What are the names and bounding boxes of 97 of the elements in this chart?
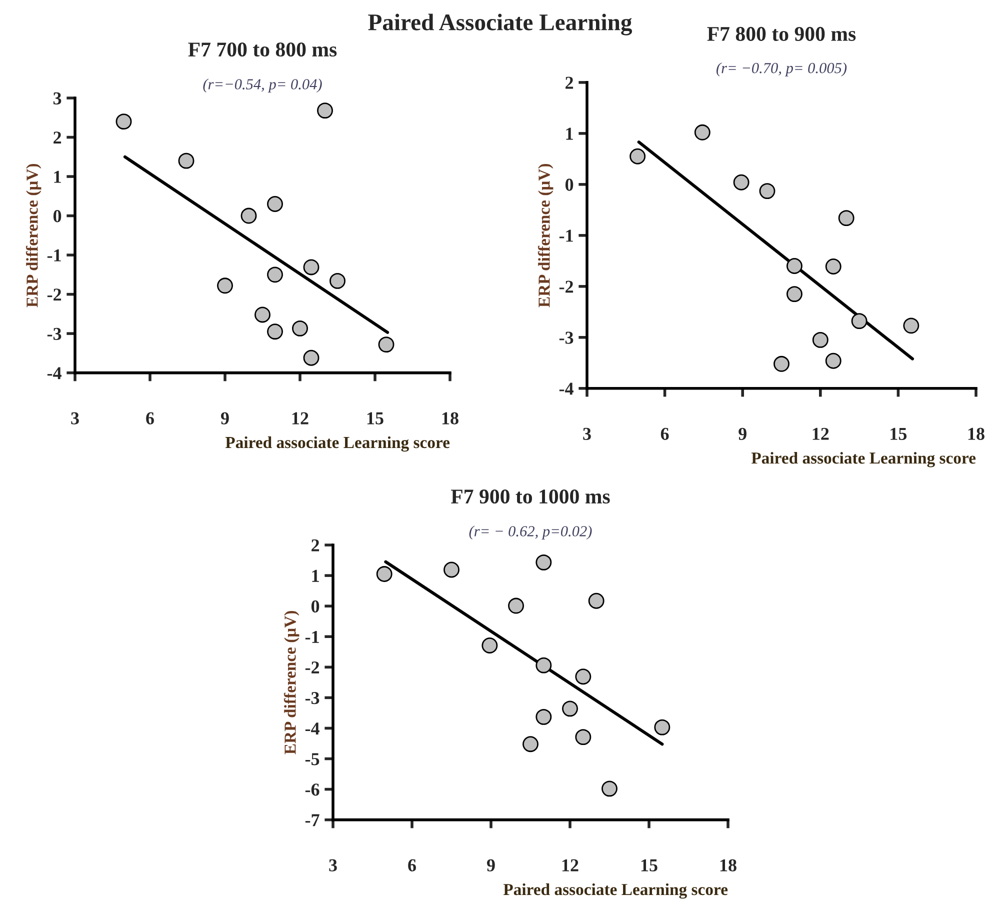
y-tick-label: 1 xyxy=(566,128,573,140)
x-tick-label: 9 xyxy=(738,428,746,440)
y-tick-label: -3 xyxy=(305,692,320,704)
x-tick-label: 18 xyxy=(968,428,984,440)
y-tick-label: 1 xyxy=(312,570,319,582)
point xyxy=(116,114,132,130)
x-tick-label: 9 xyxy=(220,412,229,424)
y-tick-label: -4 xyxy=(559,382,574,395)
chart-title: F7 900 to 1000 ms xyxy=(451,490,610,504)
y-tick-label: 2 xyxy=(566,76,574,89)
y-tick-label: 2 xyxy=(312,539,320,552)
point xyxy=(303,259,320,276)
chart-title: F7 700 to 800 ms xyxy=(188,42,337,57)
y-tick-label: -4 xyxy=(305,722,320,734)
y-axis-title: ERP difference (μV) xyxy=(538,164,554,308)
chart-subtitle: (r= − 0.62, p=0.02) xyxy=(469,526,592,540)
point xyxy=(812,332,828,348)
point xyxy=(482,637,498,654)
x-tick-label: 9 xyxy=(486,859,495,872)
point xyxy=(267,196,283,212)
point xyxy=(851,313,868,330)
point xyxy=(733,174,750,190)
x-tick-label: 15 xyxy=(890,428,907,440)
point xyxy=(330,272,346,289)
point xyxy=(522,736,538,752)
point xyxy=(825,352,842,369)
x-tick-label: 12 xyxy=(292,412,308,424)
y-tick-label: -2 xyxy=(559,280,574,293)
y-tick-label: 3 xyxy=(53,92,62,104)
point xyxy=(759,183,776,200)
chart-subtitle: (r=−0.54, p= 0.04) xyxy=(203,78,322,93)
text: Paired Associate Learning xyxy=(368,14,632,36)
chart-subtitle: (r= −0.70, p= 0.005) xyxy=(716,62,847,76)
point xyxy=(630,148,646,164)
point xyxy=(267,324,283,340)
chart-title: F7 800 to 900 ms xyxy=(707,26,856,41)
x-tick-label: 6 xyxy=(660,428,669,440)
x-tick-label: 3 xyxy=(329,859,337,872)
y-axis-title: ERP difference (μV) xyxy=(284,611,300,754)
y-tick-label: -5 xyxy=(305,753,320,766)
point xyxy=(378,336,394,353)
point xyxy=(562,700,578,717)
point xyxy=(575,668,592,685)
point xyxy=(217,278,233,294)
y-tick-label: 2 xyxy=(54,132,62,144)
y-axis-title: ERP difference (μV) xyxy=(26,164,42,308)
x-tick-label: 12 xyxy=(812,428,829,440)
x-tick-label: 6 xyxy=(408,859,416,872)
point xyxy=(654,719,670,736)
x-tick-label: 12 xyxy=(562,859,578,872)
x-tick-label: 18 xyxy=(720,859,736,872)
y-tick-label: -1 xyxy=(559,230,573,242)
point xyxy=(536,708,552,725)
point xyxy=(536,657,552,674)
point xyxy=(303,350,320,366)
x-axis-title: Paired associate Learning score xyxy=(225,436,450,452)
x-tick-label: 3 xyxy=(71,412,79,424)
point xyxy=(786,258,802,274)
y-tick-label: -7 xyxy=(305,814,320,826)
y-tick-label: -1 xyxy=(305,630,319,643)
point xyxy=(317,102,333,119)
point xyxy=(536,554,552,570)
x-tick-label: 6 xyxy=(146,412,154,424)
point xyxy=(444,562,460,578)
point xyxy=(508,598,524,614)
x-tick-label: 15 xyxy=(367,412,384,424)
point xyxy=(178,152,194,169)
point xyxy=(254,306,270,323)
x-axis-title: Paired associate Learning score xyxy=(503,883,728,899)
y-tick-label: -4 xyxy=(47,367,62,380)
point xyxy=(838,210,854,226)
y-tick-label: -1 xyxy=(47,249,61,262)
point xyxy=(694,124,710,140)
x-tick-label: 18 xyxy=(442,412,458,424)
point xyxy=(376,566,392,582)
y-tick-label: 0 xyxy=(311,600,320,613)
point xyxy=(786,286,802,302)
x-tick-label: 3 xyxy=(583,428,591,440)
x-axis-title: Paired associate Learning score xyxy=(751,452,976,468)
point xyxy=(602,780,618,797)
point xyxy=(588,592,604,609)
y-tick-label: -6 xyxy=(305,784,320,796)
y-tick-label: -3 xyxy=(559,332,574,344)
point xyxy=(774,356,790,372)
x-tick-label: 15 xyxy=(641,859,658,872)
point xyxy=(903,318,920,334)
y-tick-label: -2 xyxy=(47,288,62,301)
point xyxy=(575,729,592,746)
point xyxy=(240,208,257,224)
point xyxy=(825,258,842,274)
y-tick-label: -3 xyxy=(47,328,62,340)
point xyxy=(292,320,308,336)
y-tick-label: 1 xyxy=(54,170,61,183)
y-tick-label: -2 xyxy=(305,661,320,674)
y-tick-label: 0 xyxy=(53,210,62,222)
y-tick-label: 0 xyxy=(565,178,574,191)
point xyxy=(267,266,283,283)
